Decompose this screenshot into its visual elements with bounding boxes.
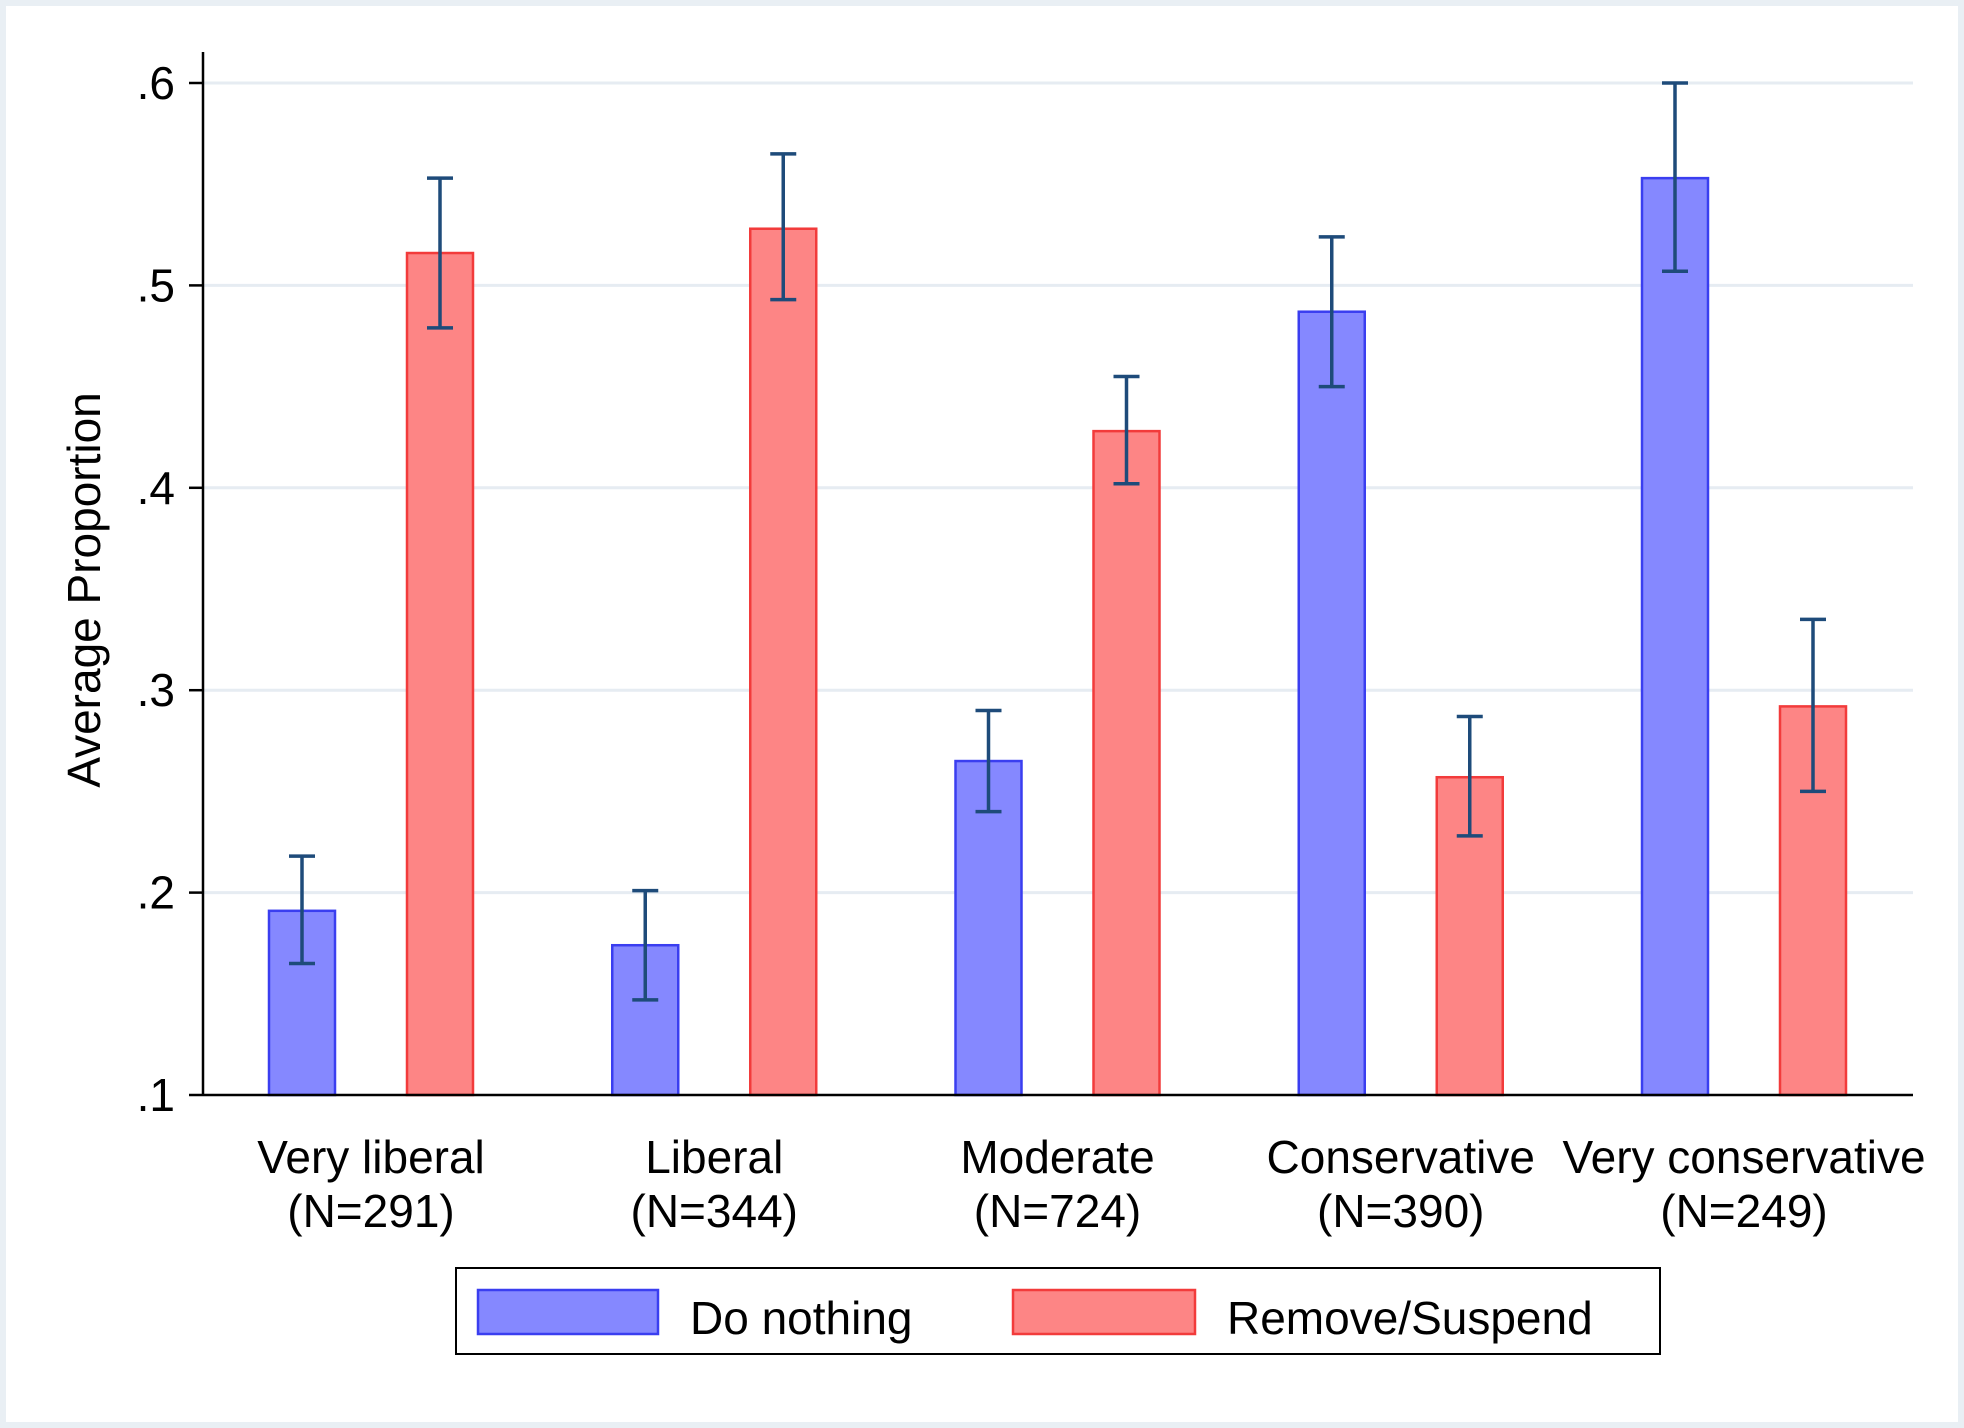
legend-label-do-nothing: Do nothing [690,1292,913,1344]
bars [267,176,1848,1097]
y-tick-label: .4 [137,462,175,514]
x-category-label: Moderate [960,1131,1154,1183]
x-category-labels: Very liberal(N=291) Liberal(N=344) Moderat… [257,1131,1925,1237]
axes [201,52,1913,1097]
bar-remove-suspend [1092,429,1161,1097]
x-category-label: Very conservative [1562,1131,1925,1183]
legend-label-remove-suspend: Remove/Suspend [1227,1292,1593,1344]
bar-remove-suspend [405,251,475,1097]
bar-do-nothing [1640,176,1710,1097]
x-category-label: Liberal [645,1131,783,1183]
y-tick-label: .1 [137,1069,175,1121]
y-tick-label: .3 [137,664,175,716]
gridlines [203,81,1913,895]
y-tick-label: .5 [137,259,175,311]
bar-do-nothing [1297,310,1366,1097]
x-category-label: Conservative [1267,1131,1535,1183]
y-tick-label: .6 [137,57,175,109]
bar-remove-suspend [749,227,818,1097]
y-tick-label: .2 [137,867,175,919]
x-category-label: Very liberal [257,1131,485,1183]
x-category-n-label: (N=344) [631,1185,798,1237]
y-axis-title: Average Proportion [58,392,110,788]
error-bars [289,81,1826,1002]
legend-swatch-do-nothing [476,1288,660,1336]
y-ticks: .1 .2 .3 .4 .5 .6 [137,57,203,1121]
x-category-n-label: (N=724) [974,1185,1141,1237]
legend-swatch-remove-suspend [1011,1288,1197,1336]
x-category-n-label: (N=291) [287,1185,454,1237]
x-category-n-label: (N=249) [1660,1185,1827,1237]
x-category-n-label: (N=390) [1317,1185,1484,1237]
legend: Do nothing Remove/Suspend [455,1267,1661,1355]
